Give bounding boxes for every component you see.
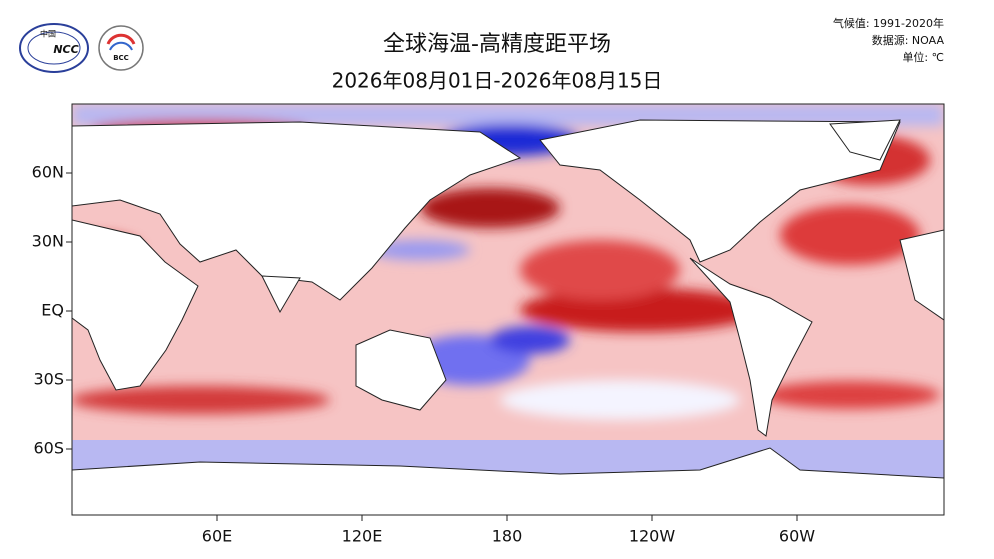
logo-label: 中国 — [40, 29, 56, 39]
axes: 60N 30N EQ 30S 60S 60E 120E 180 120W 60W — [32, 163, 816, 546]
note: 数据源: NOAA — [872, 33, 945, 47]
lon-label: 180 — [492, 527, 523, 546]
subtitle: 2026年08月01日-2026年08月15日 — [332, 69, 663, 93]
lon-label: 60W — [779, 527, 815, 546]
note: 气候值: 1991-2020年 — [833, 16, 944, 30]
ncc-logo: 中国 NCC — [19, 23, 89, 73]
note: 单位: ℃ — [902, 50, 944, 64]
logo-text: BCC — [113, 54, 129, 62]
lat-label: 30N — [32, 232, 64, 251]
sst-field — [72, 104, 944, 515]
map-frame — [71, 103, 945, 516]
lat-label: EQ — [41, 301, 64, 320]
lat-label: 60N — [32, 163, 64, 182]
lat-label: 30S — [33, 370, 64, 389]
logo-text: NCC — [53, 43, 78, 56]
bcc-logo: BCC — [98, 25, 144, 71]
lat-label: 60S — [33, 439, 64, 458]
title: 全球海温-高精度距平场 — [383, 32, 611, 57]
lon-label: 60E — [202, 527, 232, 546]
lon-label: 120W — [629, 527, 676, 546]
lon-label: 120E — [342, 527, 383, 546]
